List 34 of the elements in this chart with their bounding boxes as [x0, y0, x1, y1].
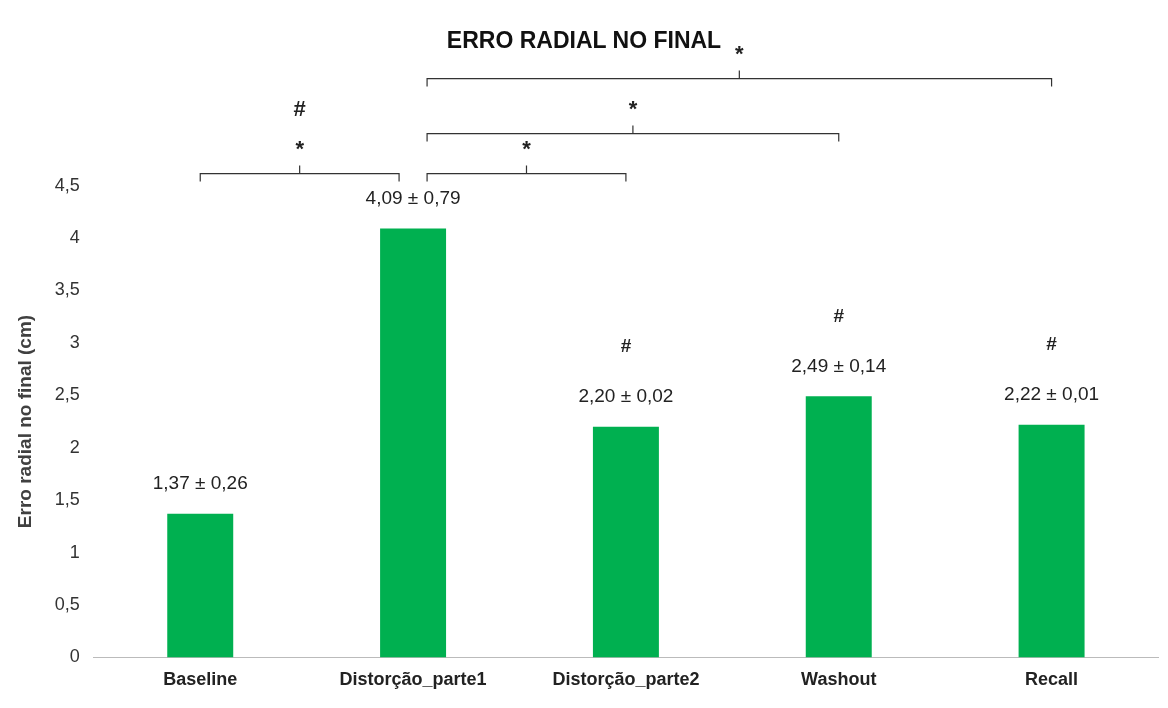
annotation: # — [620, 334, 632, 356]
text: * — [735, 40, 745, 66]
y-axis-title: Erro radial no final (cm) — [13, 314, 35, 529]
x-tick-label: Distorção_parte2 — [552, 669, 700, 690]
x-tick-label: Baseline — [163, 669, 238, 690]
bar — [592, 426, 659, 658]
y-tick-label: 2,5 — [54, 384, 80, 405]
annotation: # — [833, 304, 845, 326]
data-label: 2,20 ± 0,02 — [578, 384, 674, 406]
bar — [1018, 424, 1085, 658]
x-tick-label: Recall — [1025, 669, 1079, 690]
text: * — [295, 135, 305, 161]
data-label: 2,22 ± 0,01 — [1004, 382, 1100, 404]
x-tick-label: Washout — [801, 669, 877, 690]
y-tick-label: 1,5 — [54, 489, 80, 510]
x-tick-label: Distorção_parte1 — [339, 669, 487, 690]
y-tick-label: 2 — [69, 436, 80, 457]
bar — [380, 228, 447, 658]
y-tick-label: 0,5 — [54, 593, 80, 614]
text: * — [628, 95, 638, 121]
y-tick-label: 3,5 — [54, 279, 80, 300]
bar — [167, 513, 234, 658]
y-tick-label: 4 — [69, 226, 80, 247]
annotation: # — [1046, 332, 1058, 354]
y-tick-label: 3 — [69, 331, 80, 352]
y-tick-label: 0 — [69, 646, 80, 667]
chart-title: ERRO RADIAL NO FINAL — [446, 27, 722, 54]
data-label: 2,49 ± 0,14 — [791, 354, 887, 376]
text: # — [293, 95, 306, 121]
y-tick-label: 4,5 — [54, 174, 80, 195]
bar — [805, 396, 872, 658]
y-tick-label: 1 — [69, 541, 80, 562]
data-label: 4,09 ± 0,79 — [365, 186, 461, 208]
data-label: 1,37 ± 0,26 — [152, 472, 248, 493]
